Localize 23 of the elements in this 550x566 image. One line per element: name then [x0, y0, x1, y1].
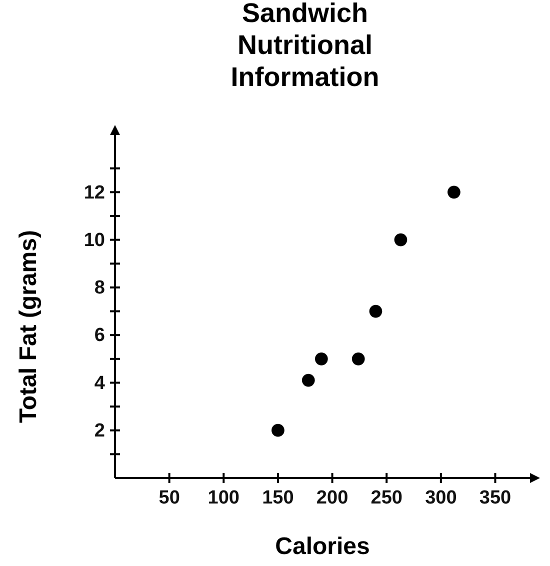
y-tick-label: 8: [94, 278, 105, 299]
y-tick-label: 12: [84, 182, 105, 204]
x-tick-label: 300: [425, 487, 457, 508]
x-tick-label: 100: [208, 487, 240, 508]
x-tick-label: 350: [479, 487, 512, 508]
x-tick-label: 200: [316, 487, 348, 508]
point: [352, 352, 365, 366]
y-tick-label: 2: [94, 420, 105, 442]
point: [302, 374, 315, 387]
x-tick-label: 150: [262, 487, 294, 508]
point: [448, 186, 460, 199]
point: [314, 352, 328, 366]
y-tick-label: 10: [84, 230, 105, 251]
y-tick-label: 4: [94, 372, 106, 394]
point: [272, 424, 284, 437]
x-tick-label: 50: [158, 487, 180, 508]
y-tick-label: 6: [94, 325, 105, 346]
point: [394, 233, 408, 246]
chart-title: Sandwich Nutritional Information: [230, 0, 380, 92]
x-axis-title: Calories: [275, 533, 370, 560]
y-axis-title: Total Fat (grams): [15, 230, 42, 423]
point: [369, 304, 382, 318]
x-tick-label: 250: [370, 487, 402, 508]
